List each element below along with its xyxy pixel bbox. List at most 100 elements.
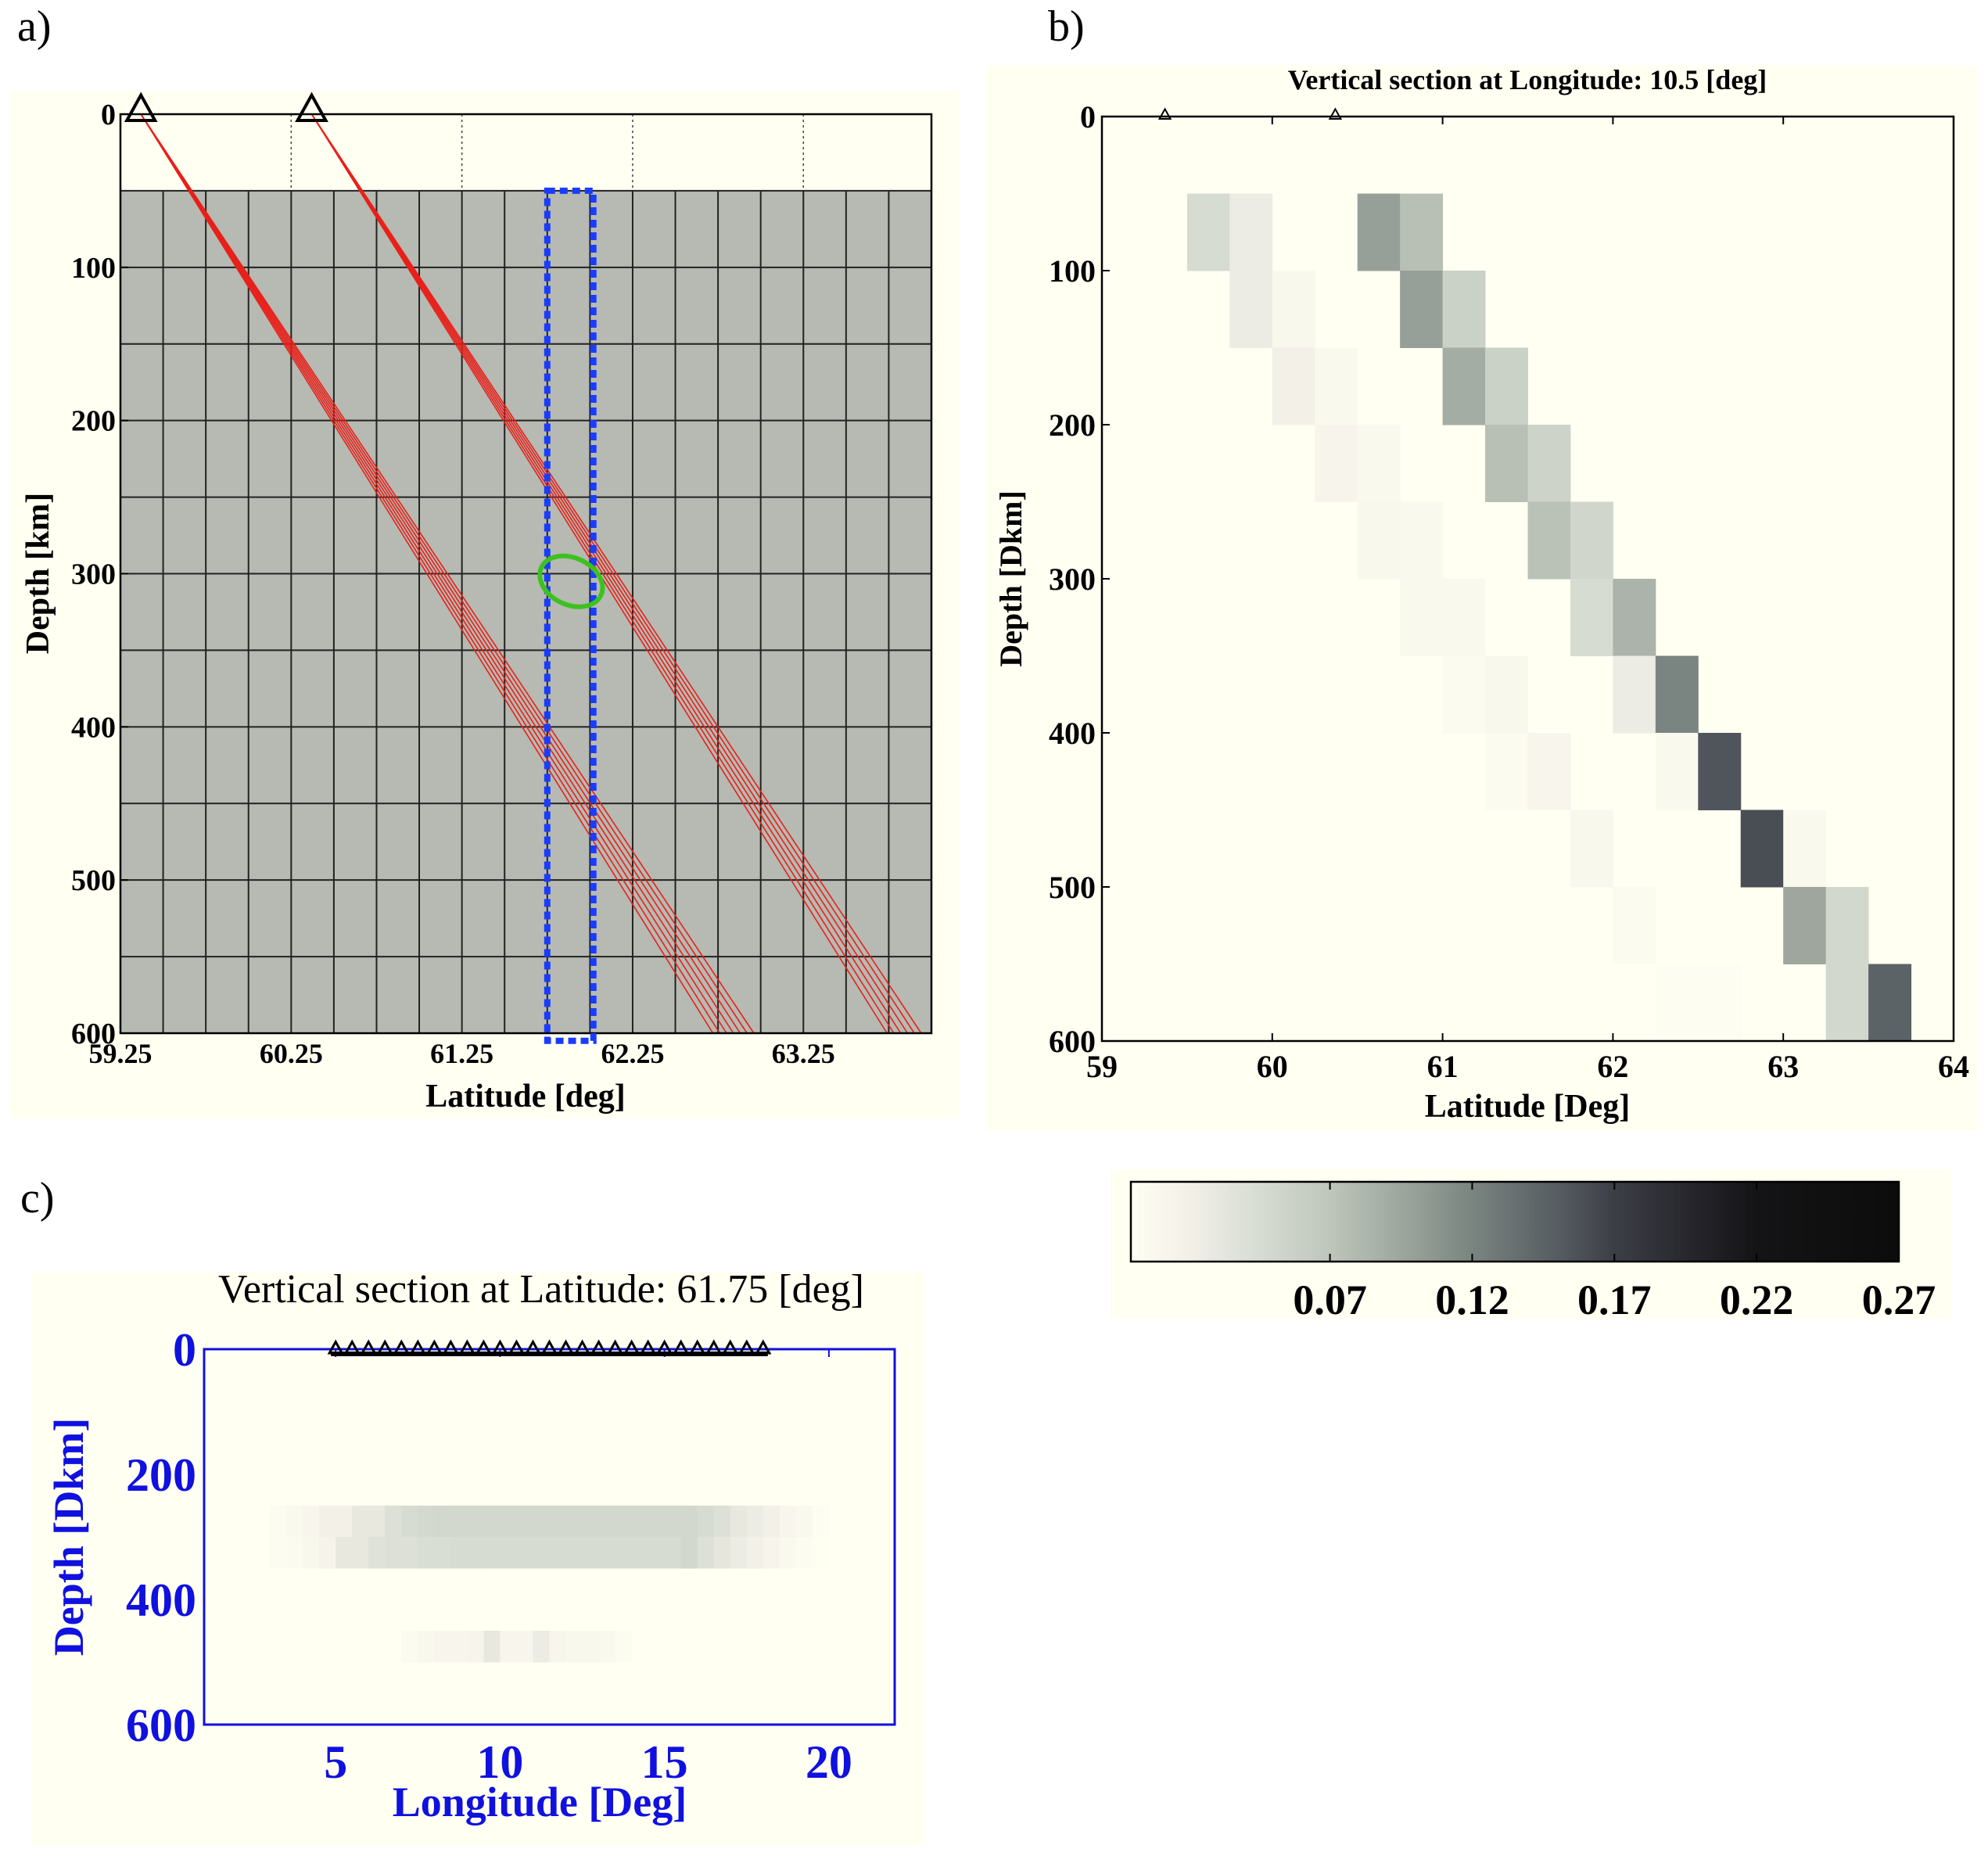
heatmap-cell: [533, 1537, 550, 1569]
station-triangle-icon: [755, 1339, 772, 1355]
heatmap-cell: [697, 1506, 715, 1538]
ray-path: [140, 113, 741, 1034]
ray-path: [140, 113, 727, 1034]
heatmap-cell: [582, 1537, 600, 1569]
heatmap-cell: [549, 1537, 567, 1569]
heatmap-cell: [1442, 655, 1486, 734]
heatmap-cell: [631, 1537, 649, 1569]
y-tick-label: 0: [101, 99, 116, 131]
heatmap-cell: [1485, 655, 1528, 734]
heatmap-cell: [1357, 501, 1401, 580]
heatmap-cell: [746, 1537, 764, 1569]
heatmap-cell: [1825, 887, 1869, 964]
heatmap-cell: [303, 1537, 320, 1569]
heatmap-cell: [1698, 733, 1742, 810]
heatmap-cell: [303, 1506, 320, 1538]
heatmap-cell: [336, 1506, 353, 1538]
heatmap-cell: [1570, 810, 1613, 888]
heatmap-cell: [812, 1506, 830, 1538]
heatmap-cell: [385, 1506, 402, 1538]
y-tick-label: 300: [71, 558, 116, 591]
station-triangle-icon: [524, 1339, 542, 1355]
heatmap-cell: [812, 1537, 830, 1569]
heatmap-cell: [516, 1537, 533, 1569]
heatmap-cell: [401, 1631, 418, 1663]
heatmap-cell: [1272, 347, 1315, 425]
heatmap-cell: [500, 1631, 517, 1663]
heatmap-cell: [795, 1537, 813, 1569]
ray-path: [140, 113, 734, 1034]
heatmap-cell: [565, 1506, 583, 1538]
station-triangle-icon: [376, 1339, 393, 1355]
heatmap-cell: [286, 1506, 303, 1538]
heatmap-cell: [1485, 733, 1528, 810]
shaded-model-region: [120, 190, 931, 1034]
ray-path: [140, 113, 748, 1034]
heatmap-cell: [1655, 964, 1699, 1042]
selection-box: [544, 187, 597, 1044]
heatmap-cell: [1613, 887, 1656, 964]
heatmap-cell: [1527, 733, 1571, 810]
y-tick-label: 200: [126, 1449, 196, 1501]
colorbar: 0.07 0.12 0.17 0.22 0.27: [1111, 1169, 1952, 1323]
heatmap-cell: [418, 1506, 435, 1538]
heatmap-cell: [664, 1537, 682, 1569]
heatmap-cell: [1272, 271, 1315, 348]
heatmap-cell: [418, 1631, 435, 1663]
station-triangle-icon: [508, 1339, 526, 1355]
x-tick-label: 62: [1597, 1049, 1628, 1084]
heatmap-cell: [1315, 425, 1358, 502]
heatmap-cell: [1400, 501, 1444, 580]
panel-b-ylabel: Depth [Dkm]: [993, 490, 1028, 667]
station-triangle-icon: [640, 1339, 657, 1355]
heatmap-cell: [1655, 733, 1699, 810]
heatmap-cell: [1825, 964, 1869, 1042]
x-tick-label: 62.25: [601, 1038, 664, 1069]
x-tick-label: 64: [1938, 1049, 1969, 1084]
ray-path: [310, 113, 922, 1034]
ray-path: [140, 113, 755, 1034]
panel-b-xlabel: Latitude [Deg]: [1425, 1089, 1630, 1125]
ray-path: [310, 113, 902, 1034]
heatmap-cell: [795, 1506, 813, 1538]
station-triangle-icon: [327, 1339, 344, 1355]
panel-a: a) 59.25 60.25 61.25 62.25 63.25 0 100 200 300 40…: [9, 2, 959, 1118]
heatmap-cell: [763, 1537, 780, 1569]
station-triangle-icon: [705, 1339, 723, 1355]
heatmap-cell: [763, 1506, 780, 1538]
panel-c-title: Vertical section at Latitude: 61.75 [deg…: [218, 1267, 864, 1312]
heatmap-cell: [1442, 271, 1486, 348]
heatmap-cell: [319, 1537, 336, 1569]
y-tick-label: 200: [1049, 407, 1096, 443]
heatmap-cell: [582, 1506, 600, 1538]
station-triangle-icon: [623, 1339, 641, 1355]
heatmap-cell: [418, 1537, 435, 1569]
heatmap-cell: [1527, 425, 1571, 502]
heatmap-cell: [516, 1631, 533, 1663]
heatmap-cell: [680, 1537, 698, 1569]
heatmap-cell: [1400, 271, 1444, 348]
station-triangle-icon: [475, 1339, 492, 1355]
panel-a-xlabel: Latitude [deg]: [425, 1079, 626, 1115]
heatmap-cell: [483, 1506, 501, 1538]
heatmap-cell: [270, 1537, 287, 1569]
heatmap-cell: [631, 1506, 649, 1538]
highlight-ellipse: [537, 553, 605, 609]
heatmap-cell: [533, 1506, 550, 1538]
ray-path: [140, 113, 714, 1034]
heatmap-cell: [1229, 193, 1273, 271]
station-triangle-icon: [409, 1339, 426, 1355]
heatmap-cell: [1485, 347, 1528, 425]
heatmap-cell: [368, 1506, 386, 1538]
colorbar-tick-label: 0.07: [1293, 1276, 1367, 1323]
heatmap-cell: [1485, 425, 1528, 502]
heatmap-cell: [450, 1537, 468, 1569]
station-triangle-icon: [656, 1339, 673, 1355]
heatmap-cell: [467, 1631, 484, 1663]
x-tick-label: 20: [806, 1736, 852, 1788]
colorbar-tick-label: 0.22: [1720, 1276, 1794, 1323]
heatmap-cell: [450, 1631, 468, 1663]
station-triangle-icon: [573, 1339, 591, 1355]
heatmap-cell: [582, 1631, 600, 1663]
